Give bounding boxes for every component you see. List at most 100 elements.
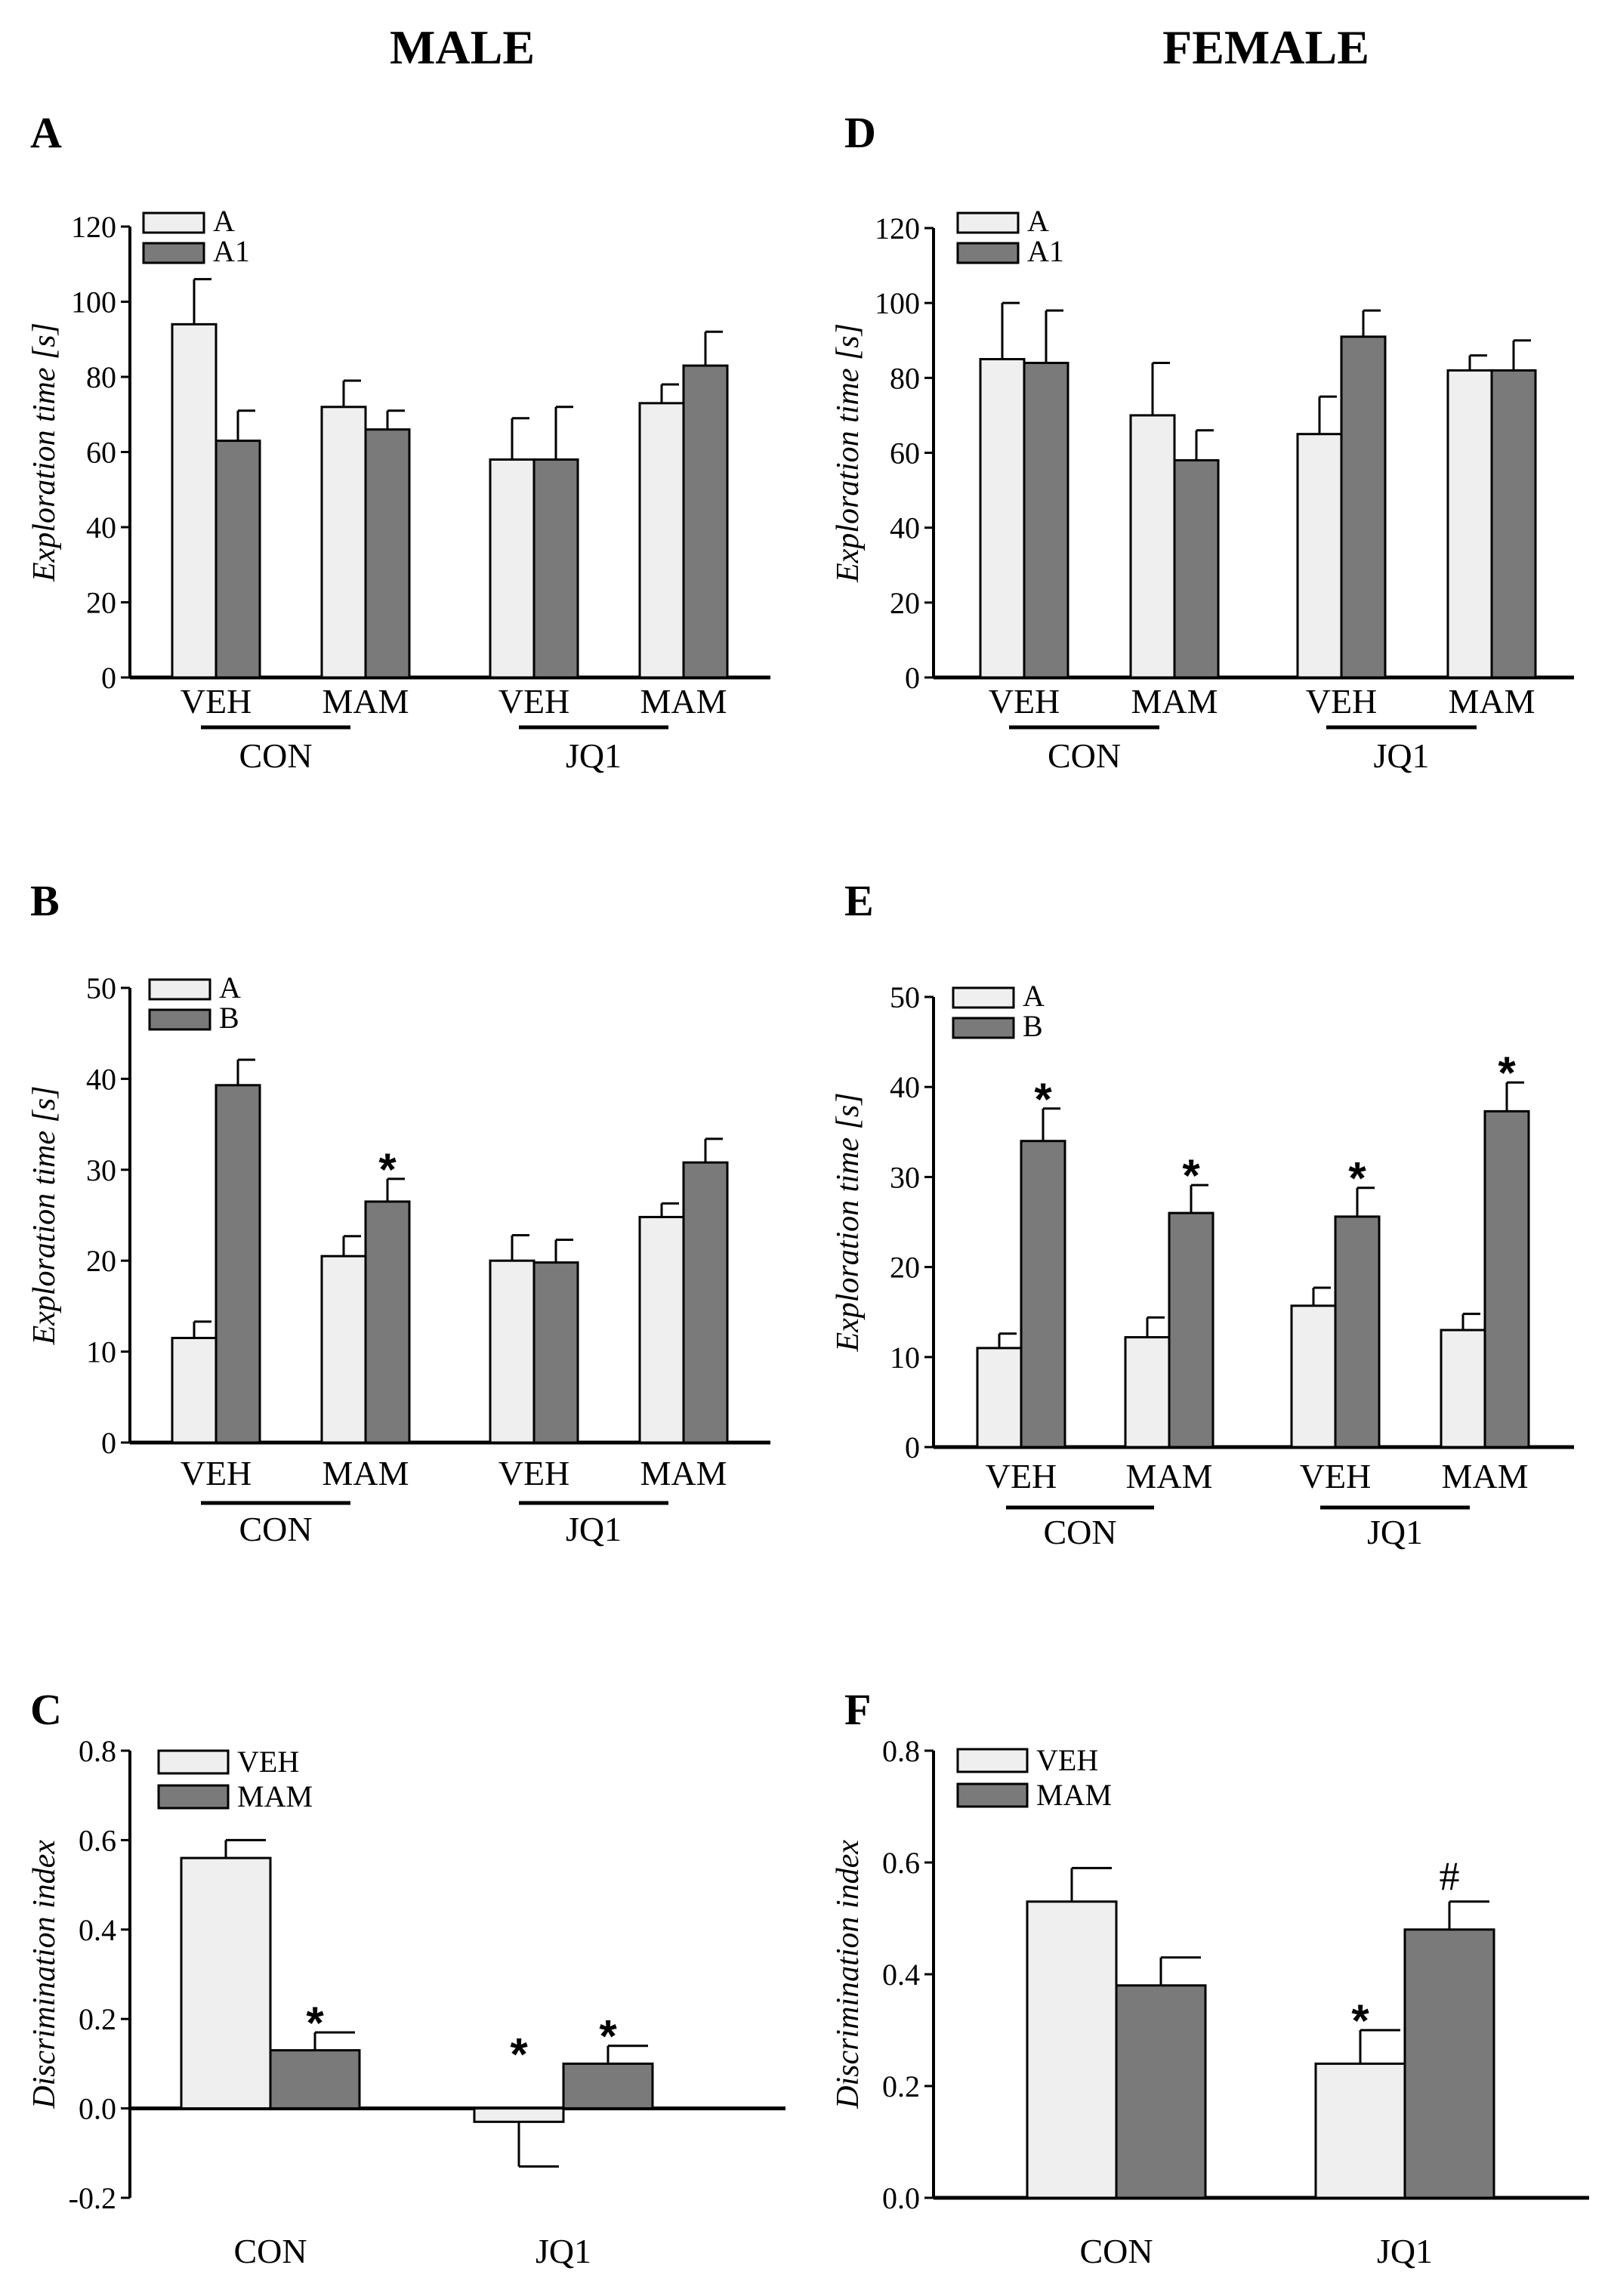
panel-b-group-label: JQ1 [566,1510,622,1548]
panel-d-category-label: VEH [1306,682,1378,721]
panel-b-y-tick-label: 0 [101,1426,116,1460]
panel-c-y-tick-label: 0.2 [79,2002,116,2036]
panel-f: F 0.0 0.2 0.4 0.6 0.8 Discrimination index CON J… [831,1685,1589,2270]
panel-a-group-label: JQ1 [566,736,622,775]
panel-d-bar-a1-2 [1340,335,1387,679]
panel-f-y-tick-label: 0.2 [882,2069,920,2103]
panel-b-significance-mark: * [378,1144,397,1195]
panel-b-bar-b-1 [364,1200,411,1444]
panel-e-bar-b-0 [1020,1140,1066,1449]
panel-a-legend-swatch [142,242,205,264]
panel-c-y-tick-label: 0.4 [79,1913,116,1947]
panel-c-bar-mam-1 [562,2062,654,2110]
panel-e-bar-b-3 [1483,1109,1530,1449]
panel-a-category-label: MAM [640,682,727,721]
panel-b-category-label: VEH [498,1454,570,1492]
panel-b-category-label: VEH [181,1454,252,1492]
panel-f-category-label: JQ1 [1377,2232,1433,2270]
panel-c-category-label: JQ1 [535,2232,591,2270]
panel-c-category-label: CON [233,2232,307,2270]
panel-a-bar-a-2 [489,458,535,679]
panel-d-group-label: JQ1 [1373,736,1429,775]
panel-b-legend-label: A [219,971,241,1004]
panel-e-legend: AB [952,979,1045,1043]
panel-a-y-tick-label: 80 [86,360,116,394]
panel-b-bar-b-2 [532,1261,579,1444]
panel-c-legend-label: VEH [237,1745,299,1779]
panel-a-bar-a-0 [171,322,218,679]
panel-c-y-tick-label: 0.8 [79,1734,116,1768]
panel-d-y-tick-label: 120 [875,211,920,245]
female-header: FEMALE [1162,20,1369,74]
panel-b-y-tick-label: 20 [86,1244,116,1278]
panel-d-letter: D [844,108,876,157]
panel-e-legend-swatch [952,1017,1015,1039]
panel-d-y-tick-label: 0 [905,661,920,695]
panel-a-y-tick-label: 100 [71,285,116,319]
panel-e-y-tick-label: 40 [890,1070,920,1104]
panel-c-letter: C [30,1685,62,1734]
panel-e-bar-b-2 [1334,1215,1381,1449]
panel-c-significance-mark: * [306,1998,324,2048]
panel-b-bar-a-2 [489,1259,535,1444]
panel-e-group-label: CON [1043,1513,1116,1551]
panel-a: A 0 20 40 60 80 100 120 Exploration time [s] VEH M… [27,108,770,775]
panel-b-legend: AB [148,971,241,1035]
panel-f-legend-swatch [956,1748,1029,1773]
panel-b-letter: B [30,876,60,925]
panel-a-bar-a-3 [638,402,685,679]
panel-e-y-tick-label: 50 [890,980,920,1014]
panel-b-y-tick-label: 50 [86,971,116,1005]
panel-d-legend-swatch [956,242,1020,264]
panel-a-bar-a-1 [320,406,367,679]
panel-b-category-label: MAM [322,1454,409,1492]
panel-e-bar-a-1 [1124,1336,1171,1449]
panel-b-group-label: CON [239,1510,312,1548]
panel-d-legend-label: A [1027,204,1049,238]
panel-d-legend: AA1 [956,204,1064,268]
panel-a-legend-label: A1 [213,234,250,268]
male-header: MALE [390,20,535,74]
panel-e-legend-label: B [1023,1009,1043,1043]
panel-d-bar-a1-0 [1023,362,1069,679]
panel-d-y-tick-label: 80 [890,361,920,395]
panel-c-significance-mark: * [599,2011,617,2062]
panel-e-category-label: MAM [1441,1457,1528,1495]
panel-a-legend-swatch [142,211,205,234]
panel-f-letter: F [844,1685,871,1734]
panel-c-bar-mam-0 [269,2049,361,2110]
panel-e-significance-mark: * [1498,1048,1516,1098]
panel-a-y-axis-label: Exploration time [s] [27,322,62,582]
panel-a-y-tick-label: 60 [86,436,116,470]
panel-a-letter: A [30,108,62,157]
panel-c: C -0.2 0.0 0.2 0.4 0.6 0.8 Discrimination index… [27,1685,785,2270]
panel-a-bar-a1-1 [364,428,411,679]
panel-b-y-tick-label: 10 [86,1335,116,1369]
panel-b-y-axis-label: Exploration time [s] [27,1086,62,1346]
panel-d-y-tick-label: 60 [890,437,920,471]
panel-f-bar-veh-0 [1026,1900,1118,2199]
panel-c-legend-swatch [157,1749,230,1775]
panel-d-bar-a-2 [1296,433,1343,679]
panel-f-category-label: CON [1079,2232,1153,2270]
panel-f-bar-mam-0 [1115,1984,1207,2199]
panel-c-y-tick-label: 0.0 [79,2092,116,2126]
panel-d-category-label: MAM [1448,682,1535,721]
panel-b-legend-swatch [148,1008,211,1031]
panel-d-bar-a-0 [979,358,1026,679]
panel-f-bar-veh-1 [1314,2062,1406,2199]
panel-d-y-tick-label: 100 [875,286,920,320]
panel-e-group-label: JQ1 [1367,1513,1423,1551]
panel-b-bar-b-0 [215,1084,261,1444]
panel-b-y-tick-label: 40 [86,1062,116,1096]
panel-f-significance-mark: # [1440,1853,1460,1899]
panel-e-bar-a-3 [1440,1329,1486,1449]
panel-d-category-label: MAM [1131,682,1218,721]
panel-a-y-tick-label: 20 [86,586,116,620]
panel-f-y-axis-label: Discrimination index [831,1840,866,2109]
panel-a-legend-label: A [213,204,235,238]
panel-a-bar-a1-0 [215,440,261,679]
